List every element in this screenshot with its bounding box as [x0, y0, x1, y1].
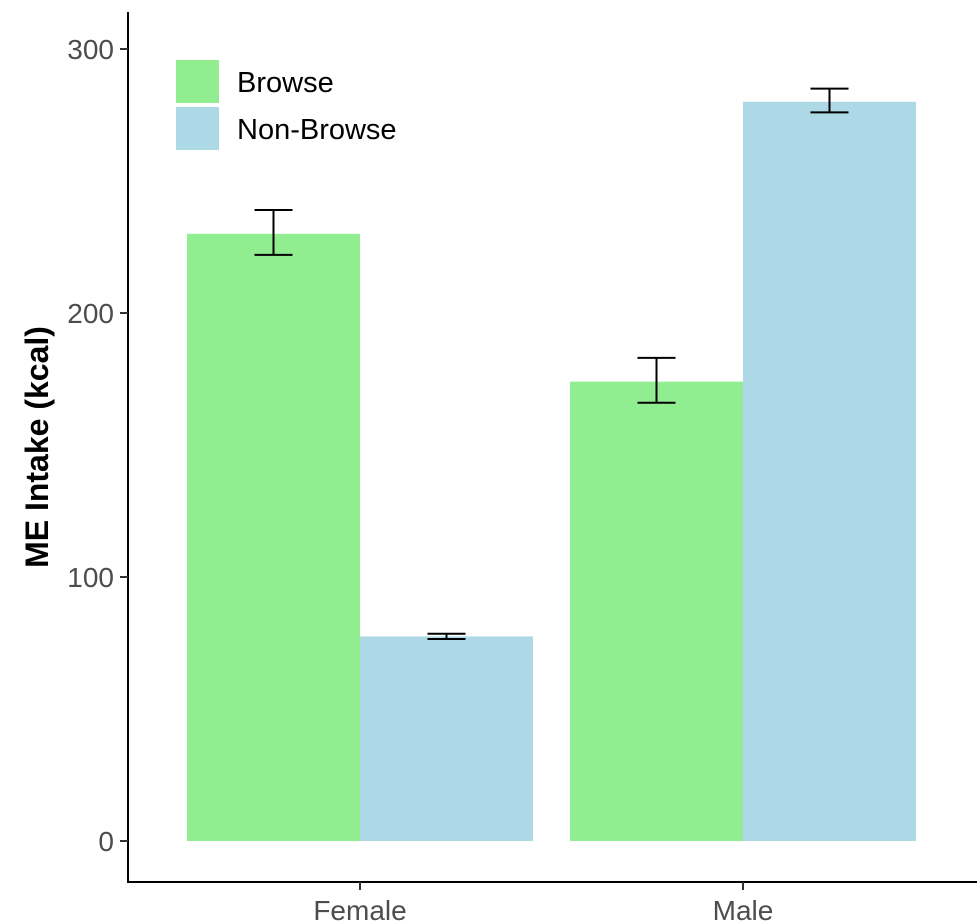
error-bar-male-browse	[637, 356, 676, 404]
bar-female-browse	[187, 233, 360, 842]
bar-male-browse	[570, 381, 743, 841]
legend-label-browse: Browse	[237, 67, 334, 99]
error-bar-male-non-browse	[810, 87, 849, 114]
bars-layer	[187, 101, 916, 842]
legend-key-browse	[176, 60, 219, 103]
legend: Browse Non-Browse	[176, 60, 397, 150]
y-tick-label-0: 0	[98, 826, 114, 857]
error-bar-female-browse	[254, 209, 293, 256]
y-tick-label-100: 100	[67, 562, 114, 593]
x-axis-ticks: Female Male	[313, 882, 773, 924]
y-tick-label-200: 200	[67, 298, 114, 329]
bar-male-non-browse	[743, 101, 916, 842]
x-tick-label-female: Female	[313, 895, 406, 924]
legend-key-non-browse	[176, 107, 219, 150]
x-tick-label-male: Male	[713, 895, 774, 924]
error-bar-female-non-browse	[427, 632, 466, 641]
bar-female-non-browse	[360, 636, 533, 841]
y-axis-ticks: 0 100 200 300	[67, 34, 128, 857]
y-axis-title: ME Intake (kcal)	[19, 326, 55, 568]
error-bars-layer	[254, 87, 849, 641]
legend-label-non-browse: Non-Browse	[237, 114, 397, 146]
y-tick-label-300: 300	[67, 34, 114, 65]
